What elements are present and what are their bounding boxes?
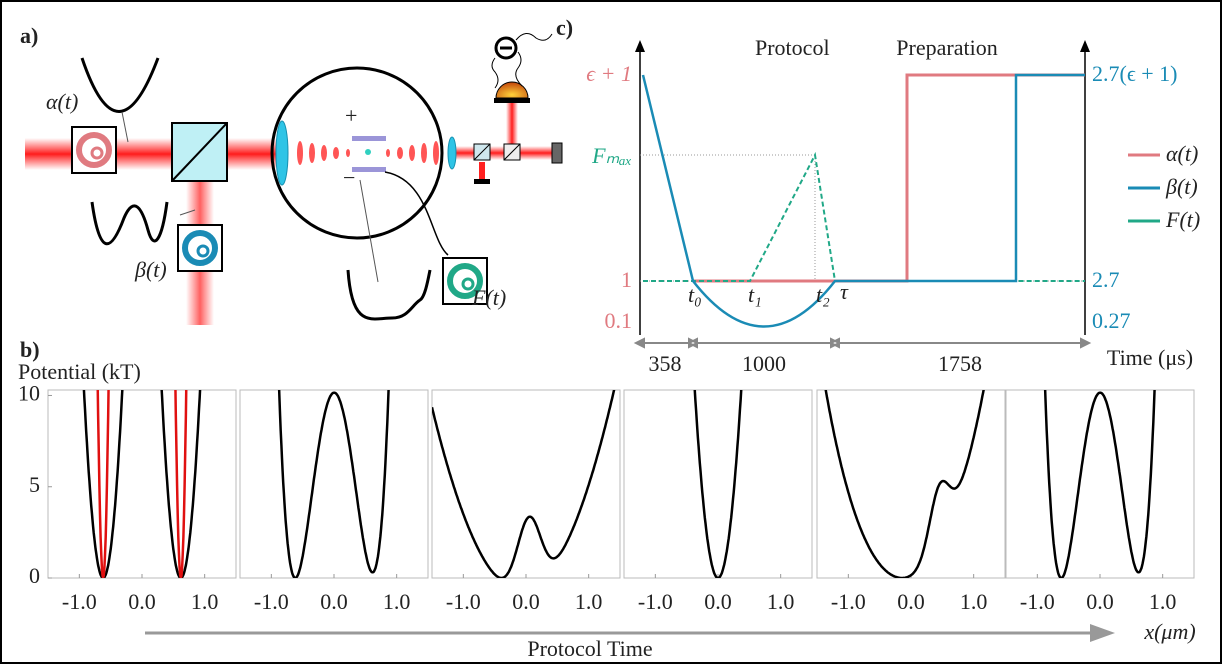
axis-title: Potential (kT) xyxy=(18,359,141,384)
panel-label: a) xyxy=(20,23,38,48)
axis-arrow xyxy=(1080,40,1090,52)
panel-label: b) xyxy=(20,337,40,362)
x-tick-label: 1.0 xyxy=(191,589,219,614)
plus-sign: + xyxy=(345,103,357,128)
time-arrow-label: Protocol Time xyxy=(527,636,652,661)
x-tick-label: 0.0 xyxy=(1086,589,1114,614)
vacuum-chamber xyxy=(270,66,444,240)
modulator-icon xyxy=(76,132,112,168)
alpha-curve xyxy=(693,73,1085,283)
x-tick-label: -1.0 xyxy=(638,589,673,614)
protocol-chart: c) Protocol Preparation ϵ + 1 Fₘₐₓ 1 0.1… xyxy=(556,15,1200,376)
beta-label: β(t) xyxy=(134,257,167,282)
x-tick-label: -1.0 xyxy=(831,589,866,614)
potential-curve xyxy=(277,390,390,578)
beam xyxy=(506,95,518,155)
legend-label: β(t) xyxy=(1165,174,1198,199)
small-cube xyxy=(503,143,521,161)
splitter-face xyxy=(171,122,228,182)
x-axis-title: x(μm) xyxy=(1143,619,1195,644)
right-tick-label: 0.27 xyxy=(1092,308,1131,333)
x-tick-label: -1.0 xyxy=(1020,589,1055,614)
duration-label: 1000 xyxy=(742,351,786,376)
axis-title: Time (μs) xyxy=(1107,345,1193,370)
y-tick-label: 5 xyxy=(29,472,40,497)
right-tick-label: 2.7(ϵ + 1) xyxy=(1092,61,1177,86)
minus-sign: − xyxy=(343,165,355,190)
duration-arrows xyxy=(633,337,1092,349)
modulator-icon xyxy=(196,244,210,258)
tilted-sketch xyxy=(346,269,432,321)
electrode xyxy=(352,167,386,172)
modulator-icon xyxy=(461,277,475,291)
left-tick-label: 0.1 xyxy=(605,308,633,333)
setup-diagram: + − a) α(t) β(t) F(t) xyxy=(20,23,563,325)
modulator-icon xyxy=(447,263,483,299)
x-tick-label: 1.0 xyxy=(575,589,603,614)
duration-label: 358 xyxy=(649,351,682,376)
modulator-icon xyxy=(90,146,104,160)
alpha-label: α(t) xyxy=(46,89,78,114)
potential-curve xyxy=(432,390,616,578)
time-marker: τ xyxy=(840,279,849,304)
lens xyxy=(447,136,457,170)
x-tick-label: 0.0 xyxy=(128,589,156,614)
y-tick-label: 0 xyxy=(29,563,40,588)
time-marker: t₀ xyxy=(688,282,702,307)
left-tick-label: ϵ + 1 xyxy=(586,61,632,86)
beta-curve xyxy=(641,73,1085,328)
potential-curve xyxy=(1043,390,1156,578)
x-tick-label: 1.0 xyxy=(1149,589,1177,614)
x-tick-label: 0.0 xyxy=(320,589,348,614)
potential-panels: b) Potential (kT) Protocol Time x(μm) -1… xyxy=(18,337,1196,661)
wire xyxy=(384,171,449,256)
y-tick-label: 10 xyxy=(18,381,40,406)
double-well-sketch xyxy=(90,201,169,246)
x-tick-label: -1.0 xyxy=(446,589,481,614)
time-marker: t₁ xyxy=(748,282,762,307)
x-tick-label: 0.0 xyxy=(512,589,540,614)
electrode xyxy=(352,136,386,141)
phase-label: Preparation xyxy=(896,35,997,60)
pointer xyxy=(359,179,379,283)
potential-curve xyxy=(824,390,985,578)
beam xyxy=(25,138,280,170)
x-tick-label: 1.0 xyxy=(960,589,988,614)
left-tick-label: Fₘₐₓ xyxy=(591,143,632,168)
legend-label: F(t) xyxy=(1165,207,1200,232)
time-marker: t₂ xyxy=(816,282,830,307)
legend: α(t) β(t) F(t) xyxy=(1128,141,1200,232)
pointer xyxy=(179,209,196,216)
photodetector xyxy=(495,81,529,99)
x-tick-label: -1.0 xyxy=(62,589,97,614)
x-tick-label: 1.0 xyxy=(383,589,411,614)
x-tick-label: 1.0 xyxy=(767,589,795,614)
harmonic-sketch xyxy=(80,57,160,113)
x-tick-label: 0.0 xyxy=(897,589,925,614)
beam-fringes xyxy=(297,141,439,165)
legend-label: α(t) xyxy=(1166,141,1198,166)
phase-label: Protocol xyxy=(755,35,830,60)
duration-label: 1758 xyxy=(938,351,982,376)
pointer xyxy=(121,111,129,143)
detector-small xyxy=(551,142,563,164)
left-tick-label: 1 xyxy=(621,267,632,292)
x-tick-label: 0.0 xyxy=(704,589,732,614)
time-arrow-head xyxy=(1090,624,1115,642)
photon-lines xyxy=(491,33,553,89)
panel-label: c) xyxy=(556,15,573,40)
beam-dump xyxy=(474,179,490,184)
force-label: F(t) xyxy=(471,285,506,310)
right-tick-label: 2.7 xyxy=(1092,267,1120,292)
axis-arrow xyxy=(635,40,645,52)
x-tick-label: -1.0 xyxy=(254,589,289,614)
modulator-icon xyxy=(182,230,218,266)
particle xyxy=(365,149,371,155)
photodetector xyxy=(494,98,530,103)
lens xyxy=(275,120,289,186)
small-cube xyxy=(473,143,491,161)
